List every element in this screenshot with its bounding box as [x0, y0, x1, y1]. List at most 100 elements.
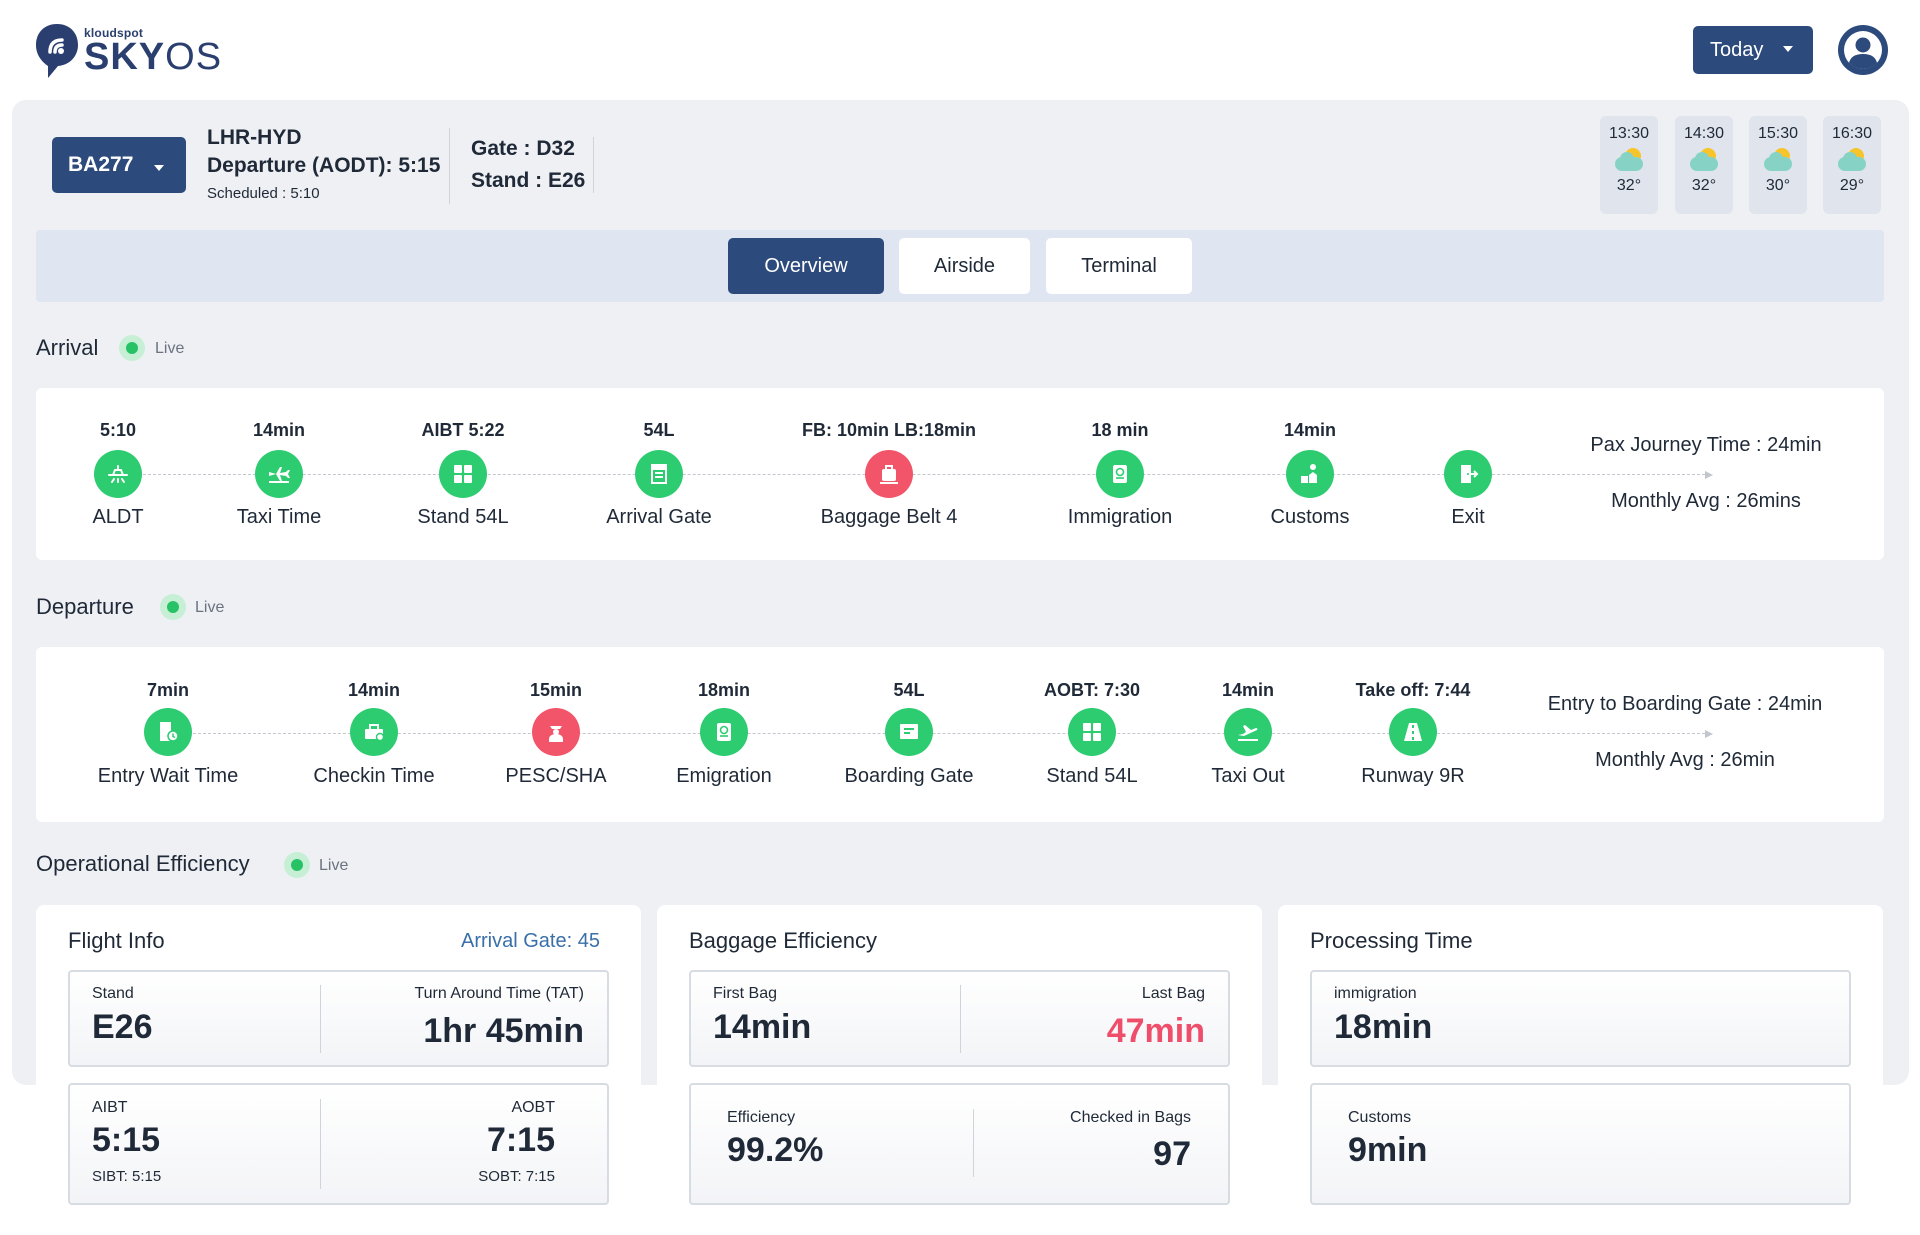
divider — [320, 1099, 321, 1189]
runway-icon[interactable] — [1389, 708, 1437, 756]
live-label: Live — [155, 340, 185, 357]
tab-label: Terminal — [1081, 254, 1157, 277]
user-silhouette-icon — [1840, 27, 1886, 73]
divider — [960, 985, 961, 1053]
stand-grid-icon[interactable] — [1068, 708, 1116, 756]
aobt-label: AOBT — [511, 1099, 555, 1116]
arrow-right-icon — [1705, 730, 1713, 738]
flight-route: LHR-HYD — [207, 126, 302, 149]
date-filter-dropdown[interactable]: Today — [1693, 26, 1813, 74]
live-indicator-icon — [160, 594, 186, 620]
step-metric: FB: 10min LB:18min — [801, 420, 977, 440]
weather-time: 13:30 — [1608, 125, 1650, 142]
arrival-monthly-avg: Monthly Avg : 26mins — [1611, 490, 1801, 512]
stand-tat-box — [68, 970, 609, 1067]
step-metric: AIBT 5:22 — [421, 420, 505, 440]
tab-label: Overview — [764, 254, 848, 277]
passport-icon[interactable] — [700, 708, 748, 756]
plane-takeoff-icon[interactable] — [1224, 708, 1272, 756]
stand-value: E26 — [92, 1008, 153, 1046]
weather-temperature: 30° — [1765, 177, 1791, 194]
tat-label: Turn Around Time (TAT) — [414, 985, 584, 1002]
stand-label: Stand — [92, 985, 134, 1002]
step-label: Taxi Time — [236, 506, 322, 528]
step-label: Checkin Time — [313, 765, 435, 787]
flight-stand: Stand : E26 — [471, 169, 586, 192]
weather-tile: 15:30 30° — [1749, 116, 1807, 214]
step-metric: 14min — [1221, 680, 1275, 700]
arrival-pax-journey-time: Pax Journey Time : 24min — [1590, 434, 1822, 456]
processing-time-title: Processing Time — [1310, 928, 1473, 953]
step-label: Baggage Belt 4 — [820, 506, 958, 528]
gate-icon[interactable] — [635, 450, 683, 498]
entry-wait-icon[interactable] — [144, 708, 192, 756]
baggage-efficiency-title: Baggage Efficiency — [689, 928, 877, 953]
step-metric: 54L — [893, 680, 925, 700]
aircraft-landing-icon[interactable] — [94, 450, 142, 498]
plane-taxi-icon[interactable] — [255, 450, 303, 498]
step-metric: 14min — [1283, 420, 1337, 440]
date-filter-label: Today — [1710, 38, 1764, 61]
flight-id: BA277 — [68, 153, 134, 176]
flight-departure-time: Departure (AODT): 5:15 — [207, 154, 441, 177]
flight-gate: Gate : D32 — [471, 137, 575, 160]
aibt-label: AIBT — [92, 1099, 128, 1116]
weather-time: 14:30 — [1683, 125, 1725, 142]
last-bag-value: 47min — [1106, 1012, 1205, 1050]
live-indicator-icon — [284, 852, 310, 878]
weather-tile: 13:30 32° — [1600, 116, 1658, 214]
logo-small-text: kloudspot — [84, 26, 144, 40]
sobt-value: SOBT: 7:15 — [478, 1168, 555, 1185]
step-label: Customs — [1270, 506, 1350, 528]
checkin-icon[interactable] — [350, 708, 398, 756]
live-label: Live — [195, 599, 225, 616]
tab-terminal[interactable]: Terminal — [1046, 238, 1192, 294]
first-bag-value: 14min — [713, 1008, 812, 1046]
customs-icon[interactable] — [1286, 450, 1334, 498]
step-label: Emigration — [676, 765, 772, 787]
departure-section-title: Departure — [36, 594, 134, 619]
exit-door-icon[interactable] — [1444, 450, 1492, 498]
step-metric: 18min — [697, 680, 751, 700]
partly-cloudy-icon — [1761, 147, 1795, 175]
departure-journey-card — [36, 647, 1884, 822]
departure-monthly-avg: Monthly Avg : 26min — [1595, 749, 1775, 771]
skyos-logo[interactable]: kloudspot SKYOS — [34, 20, 221, 80]
boarding-gate-icon[interactable] — [885, 708, 933, 756]
arrival-gate-link[interactable]: Arrival Gate: 45 — [461, 930, 600, 952]
immigration-box — [1310, 970, 1851, 1067]
arrow-right-icon — [1705, 471, 1713, 479]
flight-selector-dropdown[interactable]: BA277 — [52, 137, 186, 193]
divider — [320, 985, 321, 1053]
immigration-label: immigration — [1334, 985, 1417, 1002]
step-metric: 7min — [146, 680, 190, 700]
baggage-icon[interactable] — [865, 450, 913, 498]
step-metric: AOBT: 7:30 — [1043, 680, 1141, 700]
step-metric: Take off: 7:44 — [1355, 680, 1471, 700]
step-label: Taxi Out — [1211, 765, 1285, 787]
weather-temperature: 32° — [1691, 177, 1717, 194]
flight-scheduled-time: Scheduled : 5:10 — [207, 185, 320, 202]
user-avatar-icon[interactable] — [1838, 25, 1888, 75]
chevron-down-icon — [1783, 46, 1793, 52]
efficiency-label: Efficiency — [727, 1109, 796, 1126]
stand-grid-icon[interactable] — [439, 450, 487, 498]
sibt-value: SIBT: 5:15 — [92, 1168, 162, 1185]
tab-airside[interactable]: Airside — [899, 238, 1030, 294]
immigration-value: 18min — [1334, 1008, 1433, 1046]
aobt-value: 7:15 — [486, 1121, 555, 1159]
customs-label: Customs — [1348, 1109, 1412, 1126]
logo-name-bold: SKY — [84, 36, 166, 78]
tat-value: 1hr 45min — [423, 1012, 584, 1050]
passport-icon[interactable] — [1096, 450, 1144, 498]
divider — [973, 1109, 974, 1177]
step-label: Arrival Gate — [606, 506, 712, 528]
step-label: Runway 9R — [1361, 765, 1465, 787]
bag-efficiency-box — [689, 1083, 1230, 1205]
weather-time: 16:30 — [1831, 125, 1873, 142]
tab-overview[interactable]: Overview — [728, 238, 884, 294]
step-label: Boarding Gate — [844, 765, 974, 787]
skyos-logo-mark-icon — [36, 24, 78, 78]
security-officer-icon[interactable] — [532, 708, 580, 756]
departure-entry-to-gate-time: Entry to Boarding Gate : 24min — [1547, 693, 1823, 715]
